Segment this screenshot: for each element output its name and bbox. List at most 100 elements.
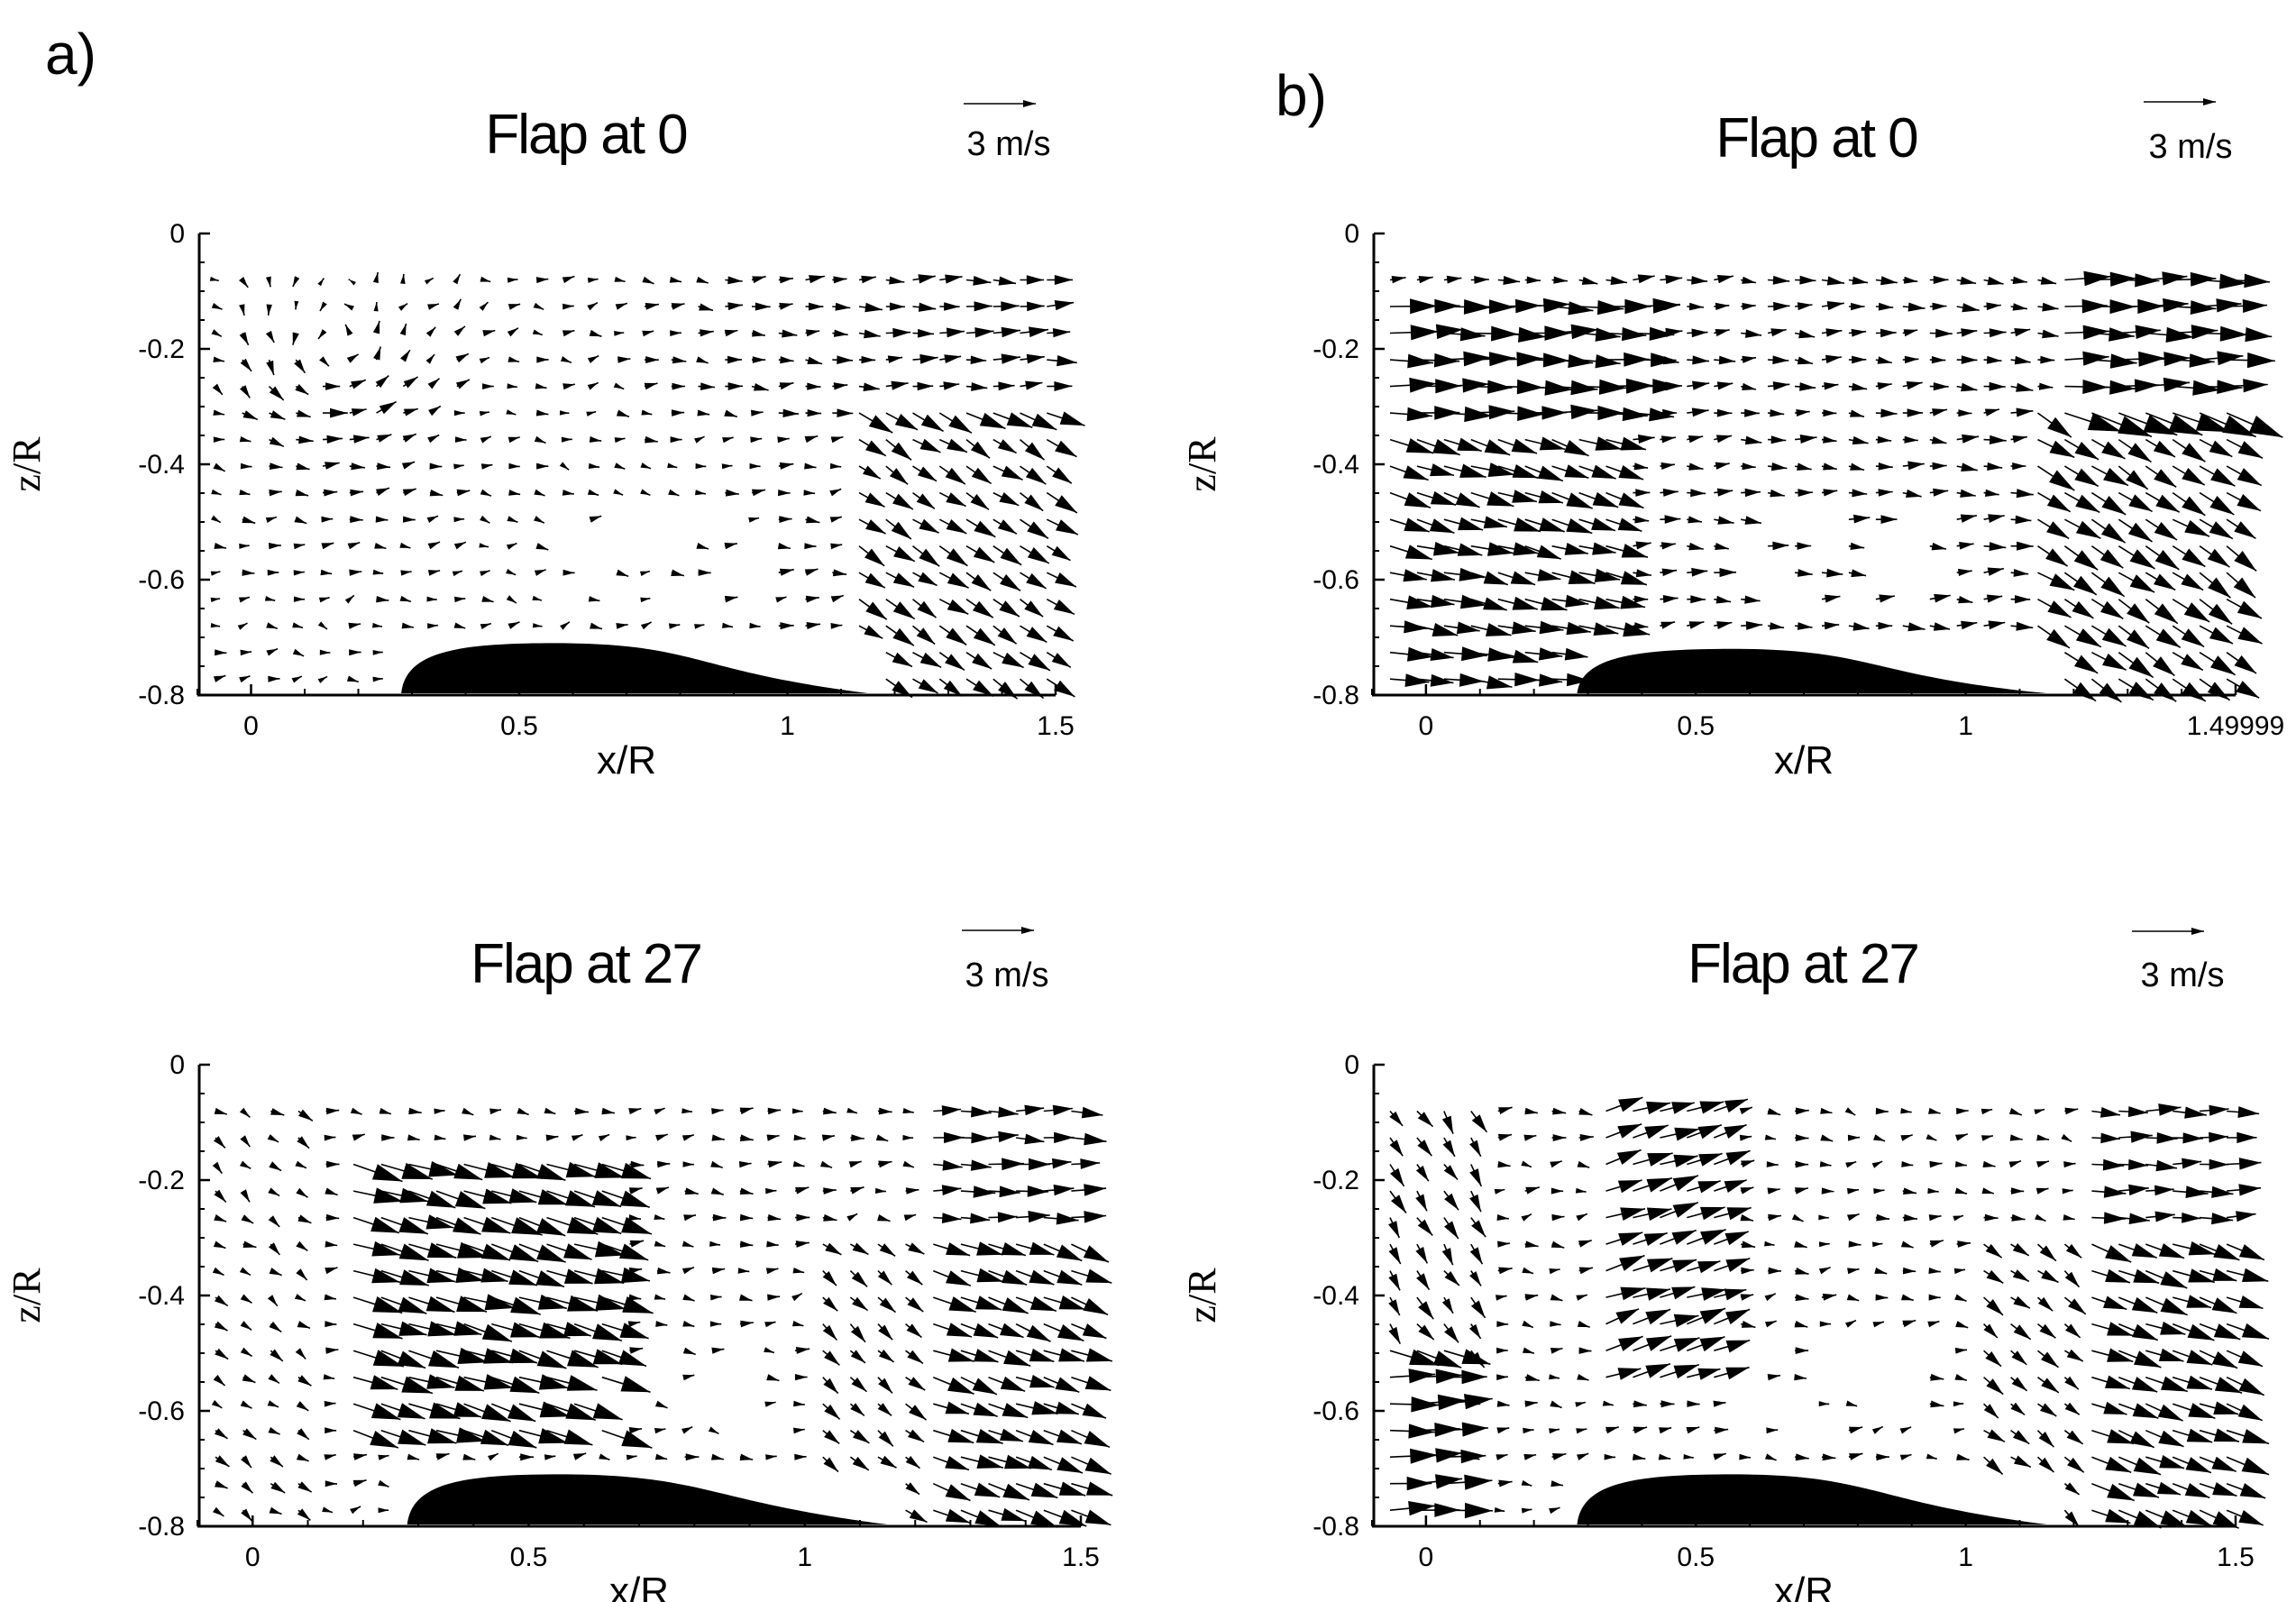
velocity-arrow-head <box>482 1188 512 1204</box>
velocity-arrow-head <box>1987 1429 2005 1442</box>
velocity-arrow-head <box>1550 1187 1564 1195</box>
velocity-arrow-head <box>372 321 380 334</box>
velocity-arrow-head <box>2040 355 2055 364</box>
velocity-arrow-head <box>2013 569 2029 577</box>
velocity-arrow-head <box>1549 1374 1560 1380</box>
velocity-arrow-head <box>1928 1107 1941 1114</box>
velocity-arrow-head <box>2211 1456 2237 1472</box>
velocity-arrow-head <box>2072 682 2097 701</box>
velocity-arrow-head <box>482 330 496 337</box>
velocity-arrow-head <box>865 601 887 620</box>
velocity-arrow-head <box>1980 1108 1993 1115</box>
velocity-arrow-head <box>1002 652 1024 668</box>
velocity-arrow-head <box>425 326 436 337</box>
velocity-arrow-head <box>268 1374 279 1384</box>
velocity-arrow-head <box>1664 515 1681 524</box>
x-tick-label: 1.5 <box>1062 1542 1100 1572</box>
velocity-arrow-head <box>213 356 224 362</box>
velocity-arrow-head <box>298 435 314 444</box>
velocity-arrow-head <box>1564 543 1588 555</box>
velocity-arrow-head <box>400 570 412 576</box>
velocity-arrow-head <box>2046 628 2070 648</box>
velocity-arrow-head <box>295 490 309 497</box>
velocity-arrow-head <box>1823 462 1837 471</box>
velocity-arrow-head <box>2074 655 2099 673</box>
velocity-arrow-head <box>1541 597 1568 611</box>
velocity-arrow-head <box>2207 682 2230 700</box>
velocity-arrow-head <box>1512 490 1537 503</box>
velocity-arrow-head <box>1673 1154 1698 1167</box>
velocity-arrow-head <box>1647 1153 1673 1167</box>
velocity-arrow-head <box>239 543 250 549</box>
velocity-arrow-head <box>566 1375 598 1391</box>
velocity-arrow-head <box>2186 1350 2213 1365</box>
velocity-arrow-head <box>878 1160 892 1168</box>
velocity-arrow-head <box>1469 1271 1481 1286</box>
velocity-arrow-head <box>1024 442 1045 461</box>
velocity-arrow-head <box>2105 1456 2132 1473</box>
velocity-arrow-head <box>215 1295 228 1306</box>
velocity-arrow-head <box>1568 570 1596 584</box>
velocity-arrow-head <box>1446 275 1462 284</box>
velocity-arrow-head <box>1001 301 1020 312</box>
velocity-arrow-head <box>1797 462 1812 471</box>
velocity-arrow-head <box>1766 1161 1779 1167</box>
velocity-arrow-head <box>1435 1369 1463 1384</box>
velocity-arrow-head <box>435 1453 450 1460</box>
velocity-arrow-head <box>709 1240 720 1247</box>
velocity-arrow-head <box>296 1240 308 1251</box>
velocity-arrow-head <box>426 1268 455 1284</box>
velocity-arrow-head <box>2049 573 2075 590</box>
velocity-arrow-head <box>2154 573 2176 590</box>
velocity-arrow-head <box>654 1428 666 1434</box>
velocity-arrow-head <box>1024 1104 1045 1116</box>
velocity-arrow-head <box>1029 326 1048 338</box>
velocity-arrow-head <box>1406 407 1432 422</box>
velocity-arrow-head <box>1521 1213 1532 1222</box>
velocity-arrow-head <box>1518 326 1547 343</box>
panel-3: Flap at 27 3 m/s0-0.2-0.4-0.6-0.80 0.5 1 1.5… <box>5 927 1113 1602</box>
velocity-arrow-head <box>619 1243 649 1260</box>
velocity-arrow-head <box>1880 515 1898 524</box>
velocity-arrow-head <box>1662 595 1679 603</box>
velocity-arrow-head <box>240 1347 252 1357</box>
velocity-arrow-head <box>628 1294 642 1301</box>
velocity-arrow-head <box>2248 416 2283 438</box>
velocity-arrow-head <box>480 570 490 577</box>
velocity-arrow-head <box>976 1454 1003 1469</box>
velocity-arrow-head <box>294 1294 306 1301</box>
velocity-arrow-head <box>1474 276 1489 284</box>
velocity-arrow-head <box>683 1214 696 1222</box>
velocity-arrow-head <box>852 1242 869 1255</box>
velocity-arrow-head <box>2034 1109 2045 1115</box>
velocity-arrow-head <box>971 1106 992 1118</box>
velocity-arrow-head <box>878 1378 892 1394</box>
velocity-arrow-head <box>1688 621 1705 629</box>
reference-vector-head <box>1021 927 1034 934</box>
velocity-arrow-head <box>1550 1240 1565 1249</box>
velocity-arrow-head <box>1876 1453 1889 1461</box>
velocity-arrow-head <box>427 1428 457 1444</box>
velocity-arrow-head <box>214 1107 227 1114</box>
velocity-arrow-head <box>851 1134 864 1141</box>
velocity-arrow-head <box>1686 1427 1700 1434</box>
velocity-arrow-head <box>426 1242 457 1259</box>
velocity-arrow-head <box>975 1429 1003 1444</box>
velocity-arrow-head <box>1054 1131 1075 1144</box>
velocity-arrow-head <box>511 1162 543 1179</box>
velocity-arrow-head <box>2182 443 2206 462</box>
velocity-arrow-head <box>2186 1375 2212 1390</box>
velocity-arrow-head <box>864 329 881 339</box>
velocity-arrow-head <box>806 622 820 629</box>
velocity-arrow-head <box>1552 1107 1567 1115</box>
velocity-arrow-head <box>782 408 800 417</box>
velocity-arrow-head <box>370 1216 399 1233</box>
velocity-arrow-head <box>2131 1377 2158 1392</box>
velocity-arrow-head <box>893 546 915 562</box>
velocity-arrow-head <box>453 622 466 628</box>
x-tick-label: 0.5 <box>500 711 538 741</box>
velocity-arrow-head <box>1512 621 1536 635</box>
velocity-arrow-head <box>294 516 307 524</box>
velocity-arrow-head <box>1057 1324 1084 1341</box>
velocity-arrow-head <box>1471 1114 1487 1132</box>
